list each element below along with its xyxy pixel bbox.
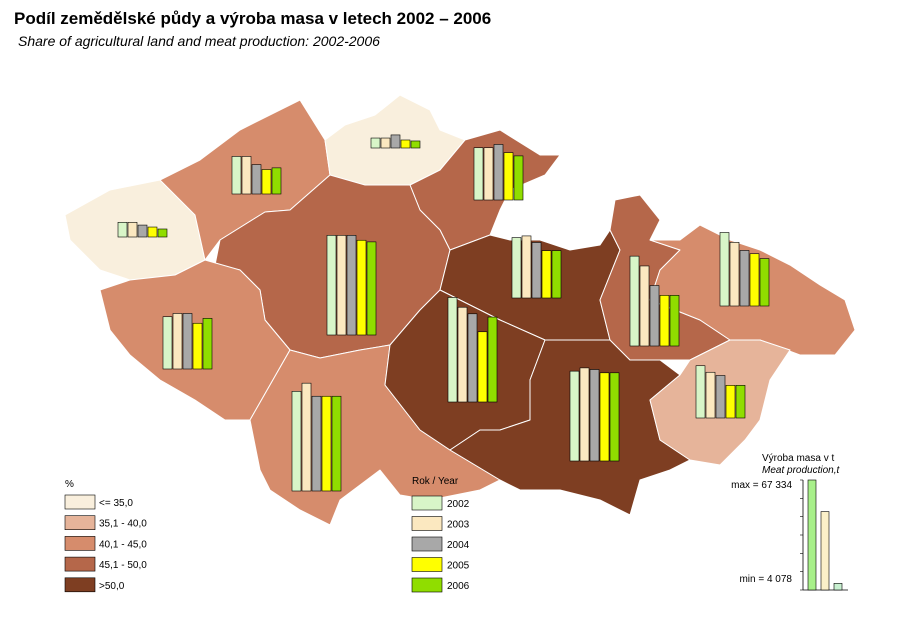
bar xyxy=(609,372,620,462)
class-legend-title: % xyxy=(65,479,74,490)
bar xyxy=(649,285,660,347)
bar xyxy=(366,241,377,336)
bar xyxy=(487,316,498,403)
scale-label: min = 4 078 xyxy=(739,574,792,585)
class-label: >50,0 xyxy=(99,581,125,592)
year-swatch xyxy=(411,495,443,511)
bar xyxy=(182,313,193,370)
bar xyxy=(715,375,726,419)
bar xyxy=(729,241,740,307)
bar xyxy=(579,367,590,462)
bar xyxy=(669,295,680,347)
bar xyxy=(511,237,522,299)
bar xyxy=(311,395,322,492)
bar xyxy=(117,221,128,238)
bar xyxy=(137,224,148,238)
bar xyxy=(202,318,213,370)
bar xyxy=(629,255,640,347)
bar xyxy=(162,316,173,370)
bar xyxy=(251,164,262,195)
class-label: 40,1 - 45,0 xyxy=(99,539,147,550)
bar xyxy=(705,371,716,419)
bar xyxy=(749,253,760,307)
bar xyxy=(336,235,347,336)
bar xyxy=(447,297,458,403)
bar xyxy=(569,370,580,462)
bar xyxy=(599,372,610,462)
bar xyxy=(400,139,411,149)
scale-title: Výroba masa v t xyxy=(762,453,834,464)
bar xyxy=(127,221,138,238)
class-label: <= 35,0 xyxy=(99,498,133,509)
bar xyxy=(725,385,736,419)
bar xyxy=(739,250,750,307)
bar xyxy=(346,235,357,336)
bar xyxy=(639,265,650,347)
bar xyxy=(659,295,670,347)
bar xyxy=(241,156,252,195)
bar xyxy=(473,147,484,201)
bar xyxy=(735,385,746,419)
class-swatch xyxy=(64,536,96,551)
class-label: 35,1 - 40,0 xyxy=(99,519,147,530)
title: Podíl zemědělské půdy a výroba masa v le… xyxy=(14,9,491,28)
year-label: 2002 xyxy=(447,499,470,510)
year-swatch xyxy=(411,577,443,593)
class-swatch xyxy=(64,577,96,593)
year-swatch xyxy=(411,557,443,572)
bar xyxy=(541,250,552,299)
bar xyxy=(410,140,421,149)
bar xyxy=(321,395,332,492)
year-label: 2005 xyxy=(447,561,470,572)
bar xyxy=(531,242,542,299)
bar xyxy=(380,137,391,149)
bar xyxy=(157,228,168,238)
bar xyxy=(291,391,302,492)
scale-bar xyxy=(833,583,843,591)
scale-label: max = 67 334 xyxy=(731,480,792,491)
bar xyxy=(172,313,183,370)
bar xyxy=(147,226,158,238)
year-legend-title: Rok / Year xyxy=(412,476,459,487)
class-swatch xyxy=(64,515,96,531)
bar xyxy=(759,258,770,307)
class-swatch xyxy=(64,556,96,572)
bar xyxy=(551,250,562,299)
bar xyxy=(457,306,468,403)
scale-bar xyxy=(807,479,817,591)
bar xyxy=(370,137,381,149)
year-label: 2006 xyxy=(447,581,470,592)
bar xyxy=(503,152,514,201)
bar xyxy=(589,369,600,462)
bar xyxy=(231,156,242,195)
region-charts xyxy=(117,134,770,492)
bar xyxy=(513,155,524,201)
scale-subtitle: Meat production,t xyxy=(762,465,840,476)
bar xyxy=(261,169,272,195)
year-swatch xyxy=(411,536,443,552)
year-label: 2003 xyxy=(447,520,470,531)
legend: % <= 35,0 35,1 - 40,0 40,1 - 45,0 45,1 - 50,… xyxy=(64,453,848,593)
year-label: 2004 xyxy=(447,540,470,551)
bar xyxy=(521,235,532,299)
bar xyxy=(356,239,367,336)
bar xyxy=(301,382,312,492)
bar xyxy=(326,235,337,336)
scale-bar xyxy=(820,511,830,591)
bar xyxy=(390,134,401,149)
class-label: 45,1 - 50,0 xyxy=(99,560,147,571)
year-swatch xyxy=(411,516,443,531)
bar xyxy=(695,365,706,419)
bar xyxy=(719,232,730,307)
bar xyxy=(483,147,494,201)
subtitle: Share of agricultural land and meat prod… xyxy=(18,33,380,49)
bar xyxy=(467,313,478,403)
bar xyxy=(271,167,282,195)
bar xyxy=(331,395,342,492)
bar xyxy=(493,144,504,201)
bar xyxy=(477,331,488,403)
class-swatch xyxy=(64,494,96,510)
bar xyxy=(192,322,203,370)
